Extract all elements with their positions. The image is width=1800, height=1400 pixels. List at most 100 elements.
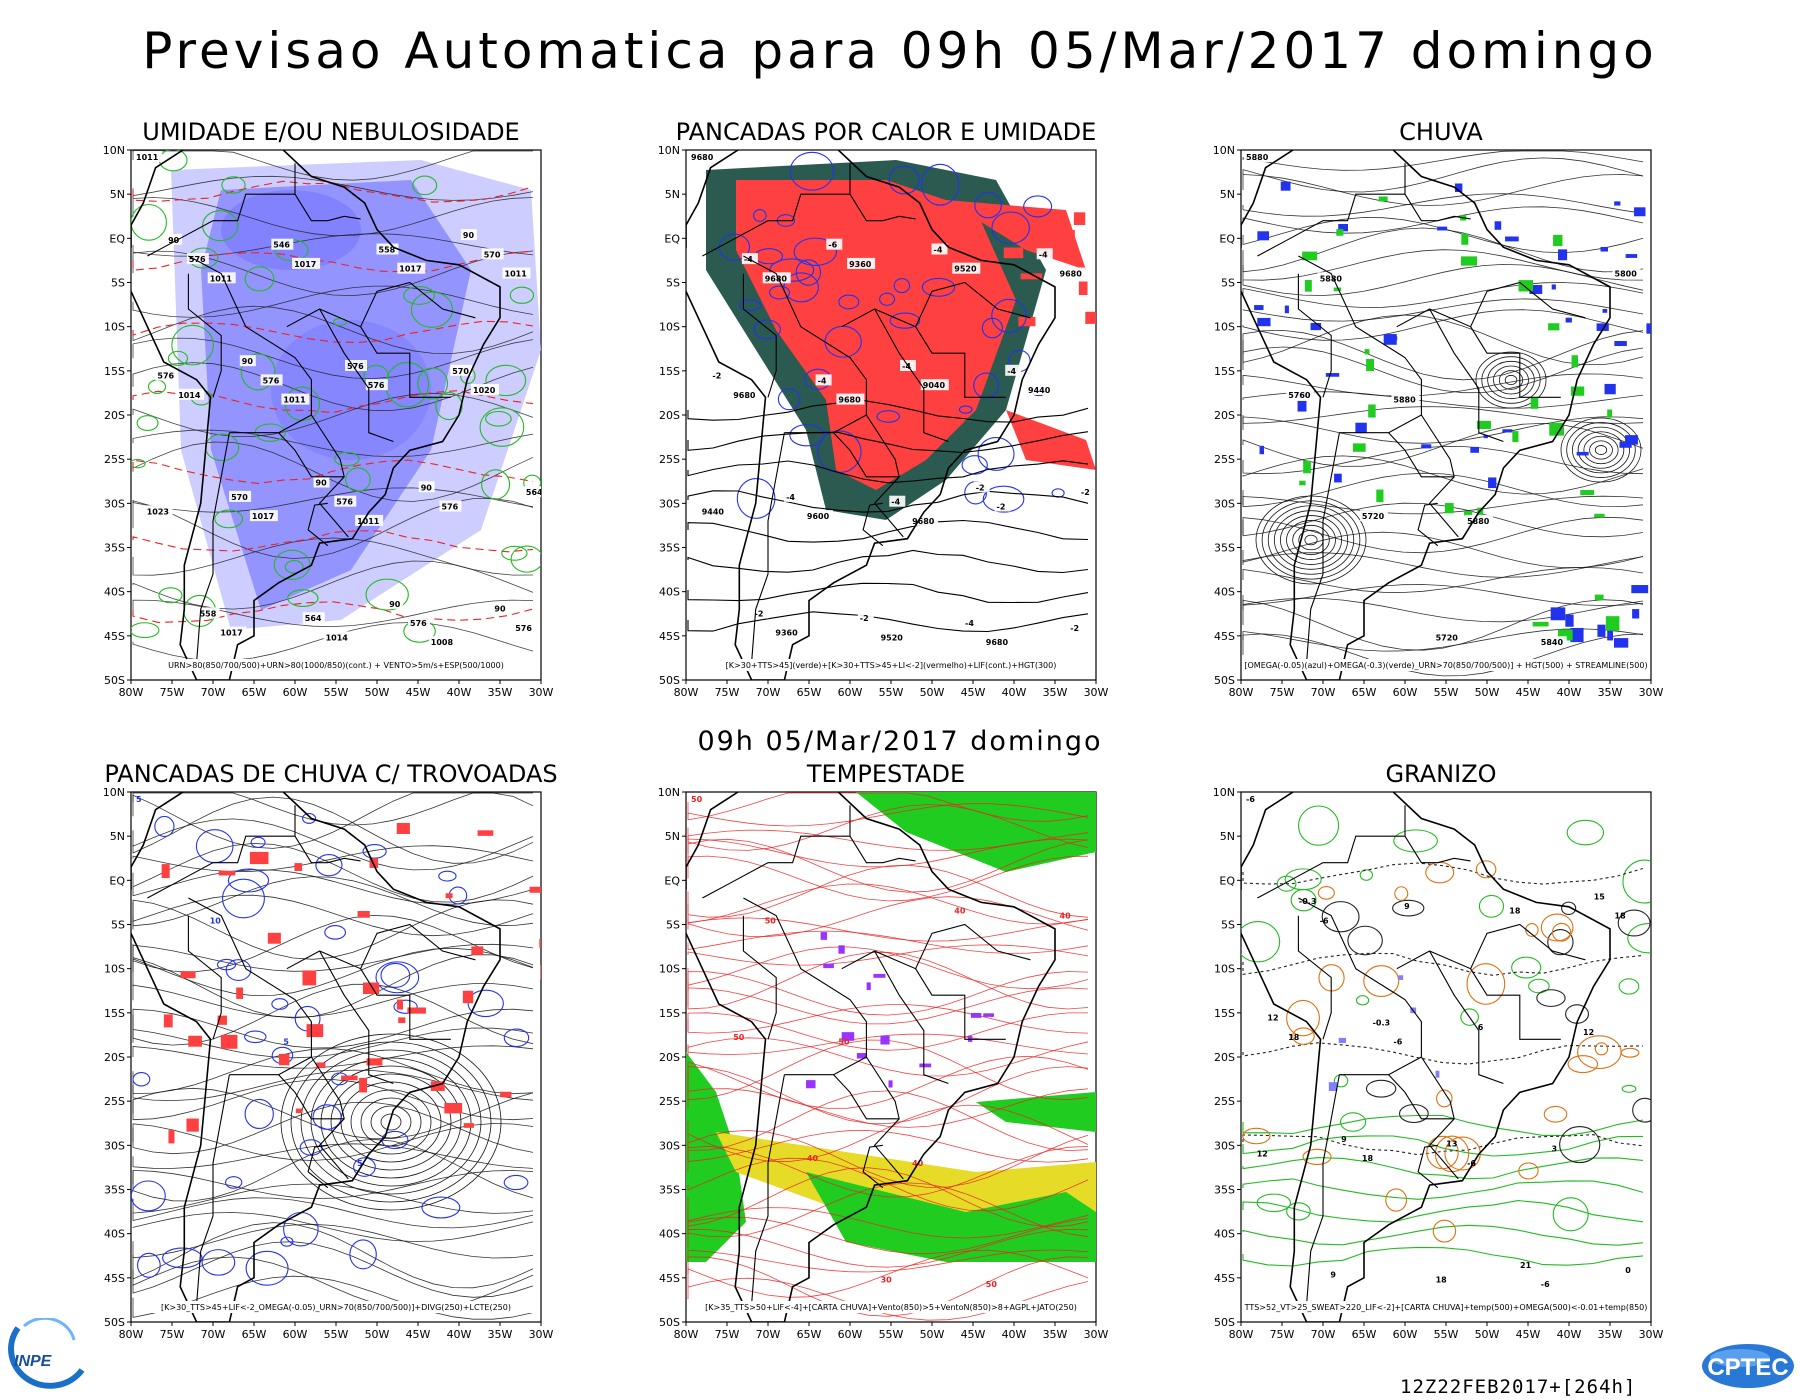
contour-label: 576 bbox=[157, 372, 174, 381]
contour-label: -2 bbox=[1081, 488, 1090, 497]
contour-line bbox=[1023, 195, 1053, 218]
contour-label-bg bbox=[1286, 388, 1315, 400]
streamline bbox=[132, 487, 534, 513]
lat-tick-label: 35S bbox=[1214, 1184, 1235, 1197]
second-row-date-title: 09h 05/Mar/2017 domingo bbox=[697, 726, 1103, 757]
contour-line bbox=[1302, 1148, 1332, 1165]
shaded-spot bbox=[1338, 224, 1349, 232]
streamline bbox=[1242, 282, 1644, 308]
coastline bbox=[131, 792, 501, 1322]
contour-label: 40 bbox=[807, 1154, 819, 1163]
shaded-spot bbox=[1020, 273, 1043, 280]
contour-label: 12 bbox=[1267, 1014, 1278, 1023]
country-border bbox=[915, 968, 1006, 1040]
contour-line bbox=[1242, 1178, 1644, 1200]
contour-label-bg bbox=[397, 262, 426, 274]
contour-label-bg bbox=[387, 597, 404, 609]
contour-line bbox=[1627, 923, 1651, 954]
country-border bbox=[1306, 432, 1340, 663]
lon-tick-label: 70W bbox=[756, 1328, 781, 1341]
contour-line bbox=[958, 405, 973, 414]
lat-tick-label: 5S bbox=[1221, 277, 1235, 290]
lat-tick-label: EQ bbox=[109, 874, 125, 887]
shaded-spot bbox=[1376, 489, 1384, 503]
contour-label-bg bbox=[471, 384, 499, 395]
shaded-spot bbox=[396, 822, 410, 835]
contour-line bbox=[271, 998, 289, 1010]
contour-label-bg bbox=[857, 612, 874, 624]
streamline bbox=[1242, 150, 1644, 171]
contour-label-bg bbox=[1068, 621, 1085, 633]
streamline bbox=[1589, 440, 1613, 460]
contour-line bbox=[879, 292, 896, 306]
lat-tick-label: 5N bbox=[110, 830, 125, 843]
streamline bbox=[132, 599, 534, 628]
contour-label: -6 bbox=[1393, 1038, 1402, 1047]
lon-tick-label: 45W bbox=[1516, 686, 1541, 699]
contour-label-bg bbox=[271, 238, 294, 250]
contour-line bbox=[412, 175, 438, 196]
streamline bbox=[132, 305, 534, 354]
streamline bbox=[1242, 597, 1644, 623]
contour-label: 5840 bbox=[1541, 638, 1564, 647]
plot-frame bbox=[1240, 149, 1652, 681]
shaded-spot bbox=[1068, 230, 1075, 246]
shaded-spot bbox=[1352, 443, 1366, 452]
contour-line bbox=[789, 424, 825, 447]
country-border bbox=[187, 273, 222, 398]
contour-label-bg bbox=[804, 510, 833, 522]
streamline bbox=[310, 1057, 472, 1187]
shaded-area bbox=[686, 1052, 746, 1262]
map-plot-umidade: 1011 1011 1011 1011 1008 1011 1014 1017 1014 1017… bbox=[103, 144, 554, 699]
contour-label: 564 bbox=[526, 488, 543, 497]
streamline bbox=[687, 1090, 1089, 1152]
lat-tick-label: 30S bbox=[104, 497, 125, 510]
streamline bbox=[1566, 422, 1636, 478]
streamline bbox=[687, 1129, 1089, 1188]
contour-line bbox=[345, 467, 371, 492]
shaded-spot bbox=[856, 1053, 867, 1059]
contour-line bbox=[132, 320, 534, 344]
shaded-spot bbox=[1570, 386, 1585, 396]
streamline bbox=[132, 983, 534, 1046]
contour-label: -6 bbox=[828, 241, 837, 250]
country-border bbox=[188, 897, 349, 1180]
country-border bbox=[1396, 281, 1586, 328]
contour-line bbox=[1393, 829, 1438, 853]
country-border bbox=[229, 1056, 312, 1076]
contour-label-bg bbox=[229, 490, 252, 502]
contour-label: -6 bbox=[1467, 1159, 1476, 1168]
shaded-spot bbox=[161, 864, 170, 879]
contour-line bbox=[132, 601, 534, 623]
lon-tick-label: 65W bbox=[797, 686, 822, 699]
lat-tick-label: 25S bbox=[104, 453, 125, 466]
country-border bbox=[1298, 255, 1459, 538]
contour-label: 576 bbox=[347, 362, 364, 371]
contour-line bbox=[795, 259, 822, 286]
contour-line bbox=[250, 836, 266, 848]
lat-tick-label: 10N bbox=[103, 144, 125, 157]
contour-line bbox=[687, 460, 1089, 484]
contour-label: 9360 bbox=[775, 629, 798, 638]
contour-line bbox=[154, 815, 175, 838]
shaded-spot bbox=[1368, 404, 1376, 418]
lat-tick-label: 35S bbox=[1214, 542, 1235, 555]
contour-label: -2 bbox=[997, 503, 1006, 512]
contour-label: -4 bbox=[891, 498, 900, 507]
shaded-spot bbox=[1565, 317, 1572, 323]
contour-label: -4 bbox=[786, 493, 795, 502]
streamline bbox=[1242, 217, 1644, 254]
streamline bbox=[687, 792, 1089, 822]
streamline bbox=[360, 1097, 422, 1147]
country-border bbox=[1404, 193, 1471, 222]
shaded-spot bbox=[1254, 305, 1264, 311]
contour-line bbox=[435, 392, 463, 421]
contour-line bbox=[201, 1249, 236, 1276]
contour-line bbox=[171, 324, 214, 366]
contour-line bbox=[393, 999, 418, 1014]
contour-line bbox=[485, 364, 527, 397]
streamline bbox=[687, 1055, 1089, 1109]
lat-tick-label: 30S bbox=[659, 497, 680, 510]
lat-tick-label: 10S bbox=[659, 321, 680, 334]
lon-tick-label: 30W bbox=[1639, 686, 1664, 699]
